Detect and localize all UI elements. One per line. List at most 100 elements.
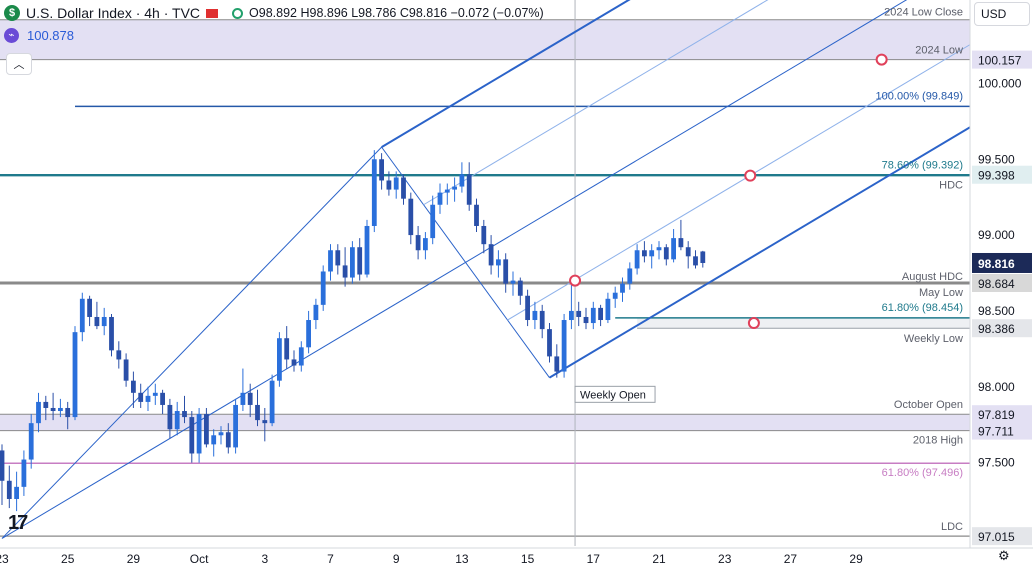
level-marker (744, 169, 757, 182)
candle-body (474, 204, 479, 226)
level-markers: Weekly Open (569, 53, 888, 403)
candle-body (649, 250, 655, 257)
candle-body (58, 407, 63, 412)
x-tick-label: 25 (61, 552, 75, 566)
symbol-title[interactable]: U.S. Dollar Index · 4h · TVC (26, 5, 201, 21)
level-label: May Low (919, 287, 963, 299)
x-tick-label: 7 (327, 552, 334, 566)
candle-body (364, 225, 370, 275)
candle-body (393, 177, 399, 190)
candle-body (145, 395, 151, 402)
candle-body (671, 238, 676, 260)
candle-body (0, 450, 5, 481)
x-tick-label: 27 (784, 552, 798, 566)
level-label: Weekly Low (904, 333, 963, 345)
pitchfork-leg (1, 146, 382, 539)
chevron-up-icon[interactable]: ︿ (6, 53, 32, 75)
ohlc-values: O98.892 H98.896 L98.786 C98.816 −0.072 (… (249, 6, 544, 20)
candle-body (21, 459, 27, 487)
candle-body (496, 259, 501, 266)
x-tick-label: 21 (652, 552, 666, 566)
candle-body (262, 420, 268, 424)
candle-body (50, 407, 56, 412)
x-tick-label: 13 (455, 552, 469, 566)
candle-body (123, 359, 129, 381)
price-badge (972, 50, 1032, 69)
y-tick-label: 99.000 (978, 228, 1015, 242)
candle-body (298, 347, 304, 366)
price-badge (972, 319, 1032, 338)
candle-body (204, 414, 209, 445)
level-label: August HDC (902, 271, 963, 283)
candle-body (503, 259, 509, 284)
chart-icon: ⌁ (4, 28, 19, 43)
candle-body (386, 180, 392, 190)
candle-body (28, 423, 34, 460)
candle-body (452, 186, 457, 190)
candle-body (612, 292, 618, 299)
candle-body (430, 204, 436, 239)
andrews-pitchfork (1, 0, 971, 539)
candle-body (693, 256, 698, 266)
y-tick-label: 99.500 (978, 152, 1015, 166)
price-axis: 97.500 98.000 98.500 99.000 99.500 100.000 100… (969, 0, 1033, 548)
candle-body (547, 329, 552, 357)
price-zones (0, 19, 970, 431)
candle-body (14, 486, 19, 499)
indicator-value: 100.878 (27, 28, 74, 43)
currency-selector[interactable]: USD (974, 2, 1030, 26)
last-price-badge (972, 252, 1032, 273)
price-badge (972, 405, 1032, 424)
flag-icon (206, 8, 219, 18)
candle-body (167, 404, 173, 430)
zone-october-open (0, 414, 970, 431)
candle-body (401, 177, 406, 199)
candle-body (189, 417, 195, 454)
x-tick-label: 15 (521, 552, 535, 566)
candle-body (700, 251, 706, 263)
dollar-logo-icon: $ (4, 5, 20, 21)
price-badge-label: 99.398 (978, 169, 1015, 183)
candle-body (335, 250, 341, 266)
last-price-label: 98.816 (978, 257, 1015, 271)
candle-body (152, 392, 158, 396)
candle-body (269, 380, 275, 424)
candle-body (357, 247, 363, 275)
gear-icon[interactable]: ⚙ (998, 548, 1010, 563)
level-label: 61.80% (97.496) (882, 467, 963, 479)
candle-body (371, 159, 377, 226)
candle-body (109, 316, 114, 351)
candle-body (561, 320, 567, 372)
price-badge-label: 97.015 (978, 530, 1015, 544)
annotation-text: Weekly Open (580, 389, 646, 401)
level-label: 2024 Low (915, 45, 963, 57)
price-badge-label: 97.819 (978, 408, 1015, 422)
symbol-header[interactable]: $ U.S. Dollar Index · 4h · TVC O98.892 H… (4, 3, 544, 23)
candle-body (342, 265, 348, 278)
candle-body (642, 250, 647, 257)
candle-body (539, 310, 545, 330)
level-marker (747, 317, 760, 330)
candle-body (72, 332, 78, 418)
horizontal-levels (0, 0, 970, 546)
candle-body (488, 244, 494, 266)
candle-body (510, 280, 516, 284)
candle-body (79, 298, 85, 333)
candle-body (466, 174, 472, 205)
candle-body (211, 435, 217, 445)
candle-body (444, 189, 450, 193)
candle-body (620, 283, 625, 293)
indicator-row[interactable]: ⌁ 100.878 (4, 28, 74, 43)
currency-label: USD (981, 7, 1007, 21)
candle-body (160, 392, 165, 405)
level-label: 100.00% (99.849) (876, 90, 963, 102)
candle-body (196, 414, 202, 454)
price-badge (972, 421, 1032, 440)
x-tick-label: 23 (718, 552, 732, 566)
pitchfork-quarter (507, 44, 971, 321)
pitchfork-upper (381, 0, 631, 148)
candlestick-series (0, 150, 706, 512)
candle-body (423, 238, 428, 251)
time-axis: 23 25 29 Oct 3 7 9 13 15 17 21 23 27 29 (0, 547, 1033, 566)
